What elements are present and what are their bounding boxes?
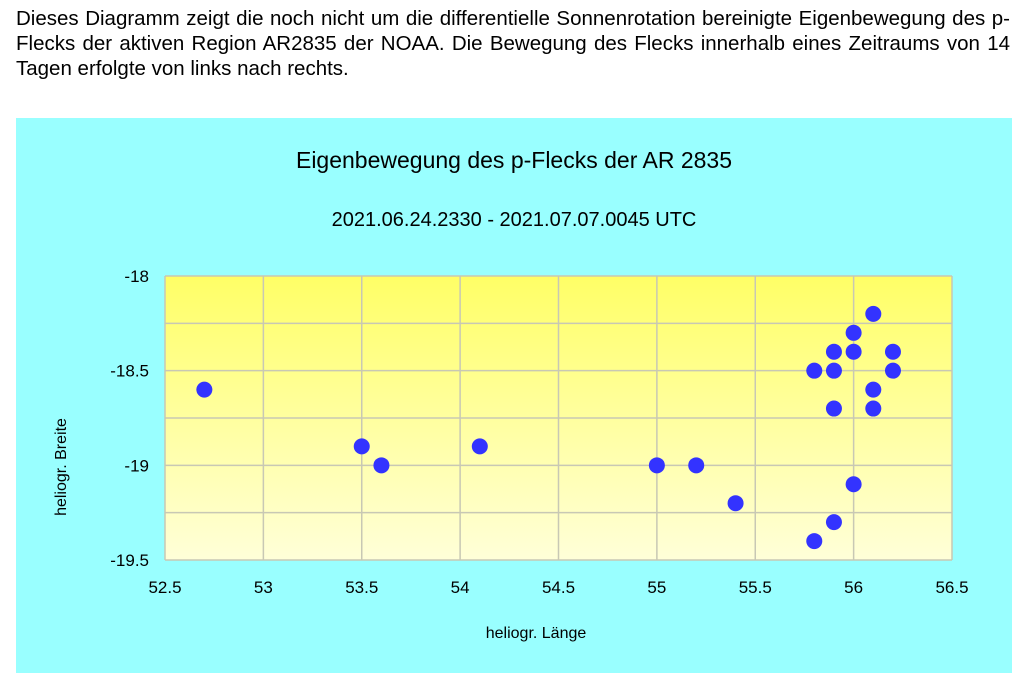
data-point bbox=[825, 343, 842, 360]
x-tick-label: 52.5 bbox=[148, 578, 181, 597]
x-tick-label: 54.5 bbox=[542, 578, 575, 597]
data-point bbox=[845, 343, 862, 360]
data-point bbox=[471, 438, 488, 455]
data-point bbox=[865, 381, 882, 398]
x-tick-label: 54 bbox=[451, 578, 470, 597]
data-point bbox=[845, 476, 862, 493]
data-point bbox=[884, 343, 901, 360]
data-point bbox=[353, 438, 370, 455]
x-tick-label: 53 bbox=[254, 578, 273, 597]
data-point bbox=[825, 362, 842, 379]
data-point bbox=[648, 457, 665, 474]
data-point bbox=[727, 495, 744, 512]
data-point bbox=[806, 533, 823, 550]
y-axis-label: heliogr. Breite bbox=[53, 418, 70, 516]
data-point bbox=[825, 400, 842, 417]
x-tick-label: 56 bbox=[844, 578, 863, 597]
x-tick-label: 53.5 bbox=[345, 578, 378, 597]
y-tick-label: -19 bbox=[124, 456, 149, 475]
x-axis-label: heliogr. Länge bbox=[486, 625, 587, 642]
x-tick-label: 56.5 bbox=[935, 578, 968, 597]
data-point bbox=[373, 457, 390, 474]
y-tick-label: -18.5 bbox=[110, 362, 149, 381]
chart-subtitle: 2021.06.24.2330 - 2021.07.07.0045 UTC bbox=[332, 209, 697, 231]
x-tick-label: 55 bbox=[647, 578, 666, 597]
data-point bbox=[688, 457, 705, 474]
data-point bbox=[196, 381, 213, 398]
data-point bbox=[806, 362, 823, 379]
data-point bbox=[865, 305, 882, 322]
y-tick-label: -19.5 bbox=[110, 551, 149, 570]
chart-panel: Eigenbewegung des p-Flecks der AR 2835 2… bbox=[16, 118, 1012, 673]
description-text: Dieses Diagramm zeigt die noch nicht um … bbox=[16, 7, 1010, 80]
data-point bbox=[825, 514, 842, 531]
data-point bbox=[845, 324, 862, 341]
x-tick-label: 55.5 bbox=[739, 578, 772, 597]
chart-title: Eigenbewegung des p-Flecks der AR 2835 bbox=[296, 147, 732, 173]
data-point bbox=[865, 400, 882, 417]
data-point bbox=[884, 362, 901, 379]
scatter-chart: Eigenbewegung des p-Flecks der AR 2835 2… bbox=[53, 147, 969, 642]
y-tick-label: -18 bbox=[124, 267, 149, 286]
